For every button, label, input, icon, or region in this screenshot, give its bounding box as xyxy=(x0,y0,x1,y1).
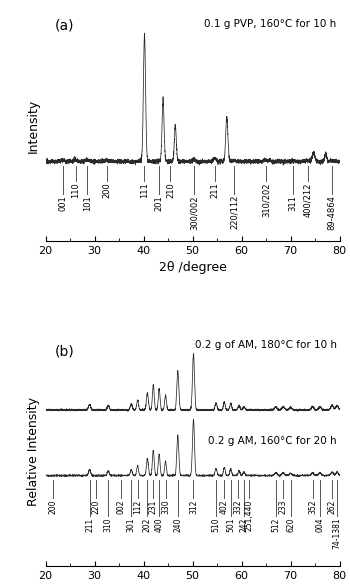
Text: 330: 330 xyxy=(161,500,170,515)
Text: 332: 332 xyxy=(233,500,242,515)
Text: 0.1 g PVP, 160°C for 10 h: 0.1 g PVP, 160°C for 10 h xyxy=(204,19,337,29)
Text: 111: 111 xyxy=(140,182,149,198)
Text: 300/002: 300/002 xyxy=(189,195,198,230)
Text: 220: 220 xyxy=(91,500,100,514)
Text: 201: 201 xyxy=(154,195,163,211)
Text: (b): (b) xyxy=(54,344,74,358)
X-axis label: 2θ /degree: 2θ /degree xyxy=(159,262,226,274)
Text: 311: 311 xyxy=(288,195,298,211)
Text: 312: 312 xyxy=(189,500,198,514)
Text: 620: 620 xyxy=(286,517,295,532)
Text: 512: 512 xyxy=(271,517,280,531)
Text: 240: 240 xyxy=(173,517,182,532)
Text: 101: 101 xyxy=(83,195,92,211)
Y-axis label: Relative Intensity: Relative Intensity xyxy=(27,397,40,506)
Text: 002: 002 xyxy=(117,500,126,515)
Text: 220/112: 220/112 xyxy=(230,195,239,230)
Text: 211: 211 xyxy=(210,182,219,198)
Text: 510: 510 xyxy=(211,517,220,532)
Text: 110: 110 xyxy=(71,182,80,198)
Text: 74-1381: 74-1381 xyxy=(332,517,342,549)
Text: 001: 001 xyxy=(58,195,67,211)
Text: 233: 233 xyxy=(279,500,288,515)
Text: 352: 352 xyxy=(308,500,317,515)
Text: 400/212: 400/212 xyxy=(303,182,312,217)
Text: 210: 210 xyxy=(166,182,175,198)
Text: 400: 400 xyxy=(155,517,164,532)
Text: 310/202: 310/202 xyxy=(261,182,271,217)
Text: 211: 211 xyxy=(85,517,94,531)
Text: 202: 202 xyxy=(143,517,152,531)
Text: 301: 301 xyxy=(127,517,136,532)
Text: 231: 231 xyxy=(149,500,158,514)
Text: 89-4864: 89-4864 xyxy=(328,195,337,230)
Text: 242: 242 xyxy=(239,517,248,531)
Text: 112: 112 xyxy=(133,500,142,514)
Text: 310: 310 xyxy=(104,517,113,532)
Text: 200: 200 xyxy=(48,500,57,515)
Text: 501: 501 xyxy=(226,517,235,532)
Text: 262: 262 xyxy=(328,500,337,514)
Text: 0.2 g AM, 160°C for 20 h: 0.2 g AM, 160°C for 20 h xyxy=(208,436,337,446)
Text: 0.2 g of AM, 180°C for 10 h: 0.2 g of AM, 180°C for 10 h xyxy=(195,339,337,349)
Y-axis label: Intensity: Intensity xyxy=(27,99,40,154)
Text: 402: 402 xyxy=(220,500,229,515)
Text: 200: 200 xyxy=(102,182,111,198)
Text: (a): (a) xyxy=(54,19,74,33)
Text: 004: 004 xyxy=(315,517,324,532)
Text: 251,440: 251,440 xyxy=(244,500,253,531)
